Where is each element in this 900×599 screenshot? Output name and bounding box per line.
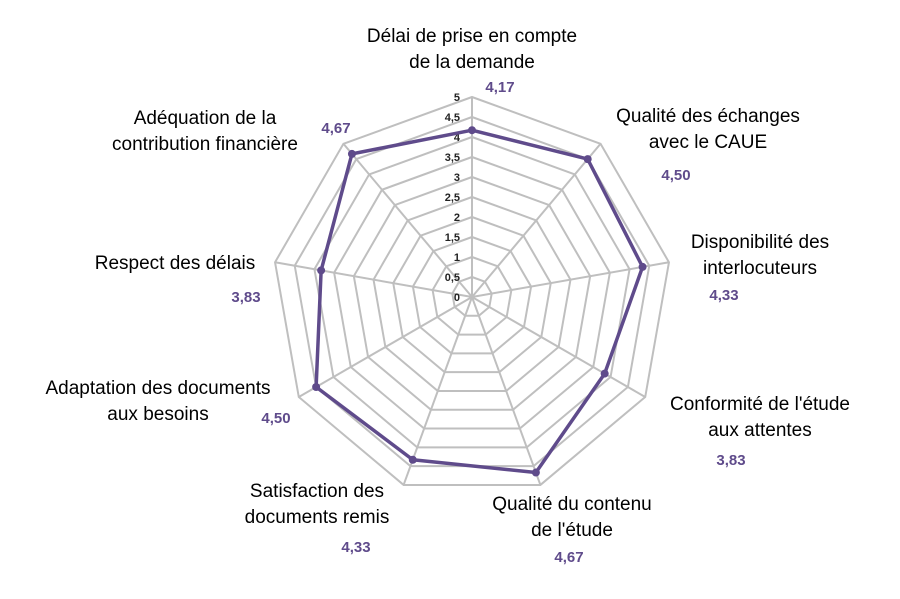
- grid-ring: [273, 95, 671, 486]
- category-label-line: aux attentes: [708, 420, 812, 441]
- category-label: Conformité de l'étude aux attentes: [670, 394, 850, 441]
- category-label: Respect des délais: [95, 253, 256, 274]
- value-label: 4,17: [485, 79, 514, 96]
- value-label: 4,67: [321, 120, 350, 137]
- data-point: [347, 149, 356, 158]
- data-point: [312, 383, 321, 391]
- data-point: [600, 369, 609, 378]
- value-label: 4,33: [709, 287, 738, 304]
- grid-ring: [372, 195, 572, 392]
- grid-spoke: [402, 296, 473, 486]
- grid-spoke: [342, 143, 473, 298]
- radial-tick-label: 5: [454, 92, 460, 104]
- data-point: [531, 468, 540, 477]
- data-point: [583, 155, 592, 164]
- grid-ring: [431, 255, 513, 336]
- grid-spoke: [471, 261, 670, 298]
- radial-tick-label: 2: [454, 212, 460, 224]
- grid-spoke: [471, 143, 602, 298]
- radial-tick-label: 3: [454, 172, 460, 184]
- data-point: [468, 126, 476, 135]
- data-point: [408, 455, 417, 464]
- category-label: Disponibilité des interlocuteurs: [691, 232, 829, 279]
- category-label-line: Conformité de l'étude: [670, 394, 850, 415]
- category-label: Délai de prise en compte de la demande: [367, 26, 577, 73]
- grid-ring: [313, 135, 631, 449]
- category-label-line: Adaptation des documents: [46, 378, 271, 399]
- grid-ring: [411, 235, 533, 355]
- value-label: 3,83: [716, 452, 745, 469]
- category-label-line: de l'étude: [531, 520, 613, 541]
- value-label: 3,83: [231, 289, 260, 306]
- data-point: [638, 262, 647, 271]
- value-label: 4,50: [661, 167, 690, 184]
- radial-tick-label: 2,5: [445, 192, 460, 204]
- grid-ring: [352, 175, 592, 411]
- category-label: Satisfaction des documents remis: [245, 481, 390, 528]
- category-label-line: Disponibilité des: [691, 232, 829, 253]
- category-label-line: Qualité des échanges: [616, 106, 800, 127]
- category-label-line: Adéquation de la: [134, 108, 277, 129]
- grid-ring: [333, 155, 611, 430]
- radial-tick-labels: 0 0,5 1 1,5 2 2,5 3 3,5 4 4,5 5: [445, 92, 461, 304]
- radial-tick-label: 0,5: [445, 272, 460, 284]
- grid-ring: [451, 275, 493, 317]
- radial-tick-label: 4: [454, 132, 461, 144]
- category-label-line: Délai de prise en compte: [367, 26, 577, 47]
- grid-spoke: [274, 261, 473, 298]
- radar-grid: [273, 95, 671, 486]
- grid-spoke: [298, 296, 473, 398]
- category-label-line: documents remis: [245, 507, 390, 528]
- value-label: 4,67: [554, 549, 583, 566]
- category-label-line: avec le CAUE: [649, 132, 767, 153]
- category-label-line: contribution financière: [112, 134, 298, 155]
- category-labels: Délai de prise en compte de la demande 4,1…: [46, 26, 851, 566]
- value-label: 4,50: [261, 410, 290, 427]
- radial-tick-label: 0: [454, 292, 460, 304]
- grid-ring: [392, 215, 552, 374]
- grid-spoke: [471, 296, 542, 486]
- data-point: [317, 266, 326, 275]
- category-label: Qualité des échanges avec le CAUE: [616, 106, 800, 153]
- category-label: Adéquation de la contribution financière: [112, 108, 298, 155]
- category-label: Qualité du contenu de l'étude: [492, 494, 652, 541]
- category-label-line: aux besoins: [107, 404, 208, 425]
- category-label: Adaptation des documents aux besoins: [46, 378, 271, 425]
- category-label-line: interlocuteurs: [703, 258, 817, 279]
- radial-tick-label: 1: [454, 252, 460, 264]
- category-label-line: Respect des délais: [95, 253, 256, 274]
- category-label-line: Qualité du contenu: [492, 494, 652, 515]
- radial-tick-label: 3,5: [445, 152, 460, 164]
- value-label: 4,33: [341, 539, 370, 556]
- series-line: [314, 128, 645, 475]
- radial-tick-label: 1,5: [445, 232, 460, 244]
- data-series: [312, 126, 647, 477]
- category-label-line: de la demande: [409, 52, 535, 73]
- radial-tick-label: 4,5: [445, 112, 460, 124]
- category-label-line: Satisfaction des: [250, 481, 384, 502]
- grid-spoke: [471, 296, 646, 398]
